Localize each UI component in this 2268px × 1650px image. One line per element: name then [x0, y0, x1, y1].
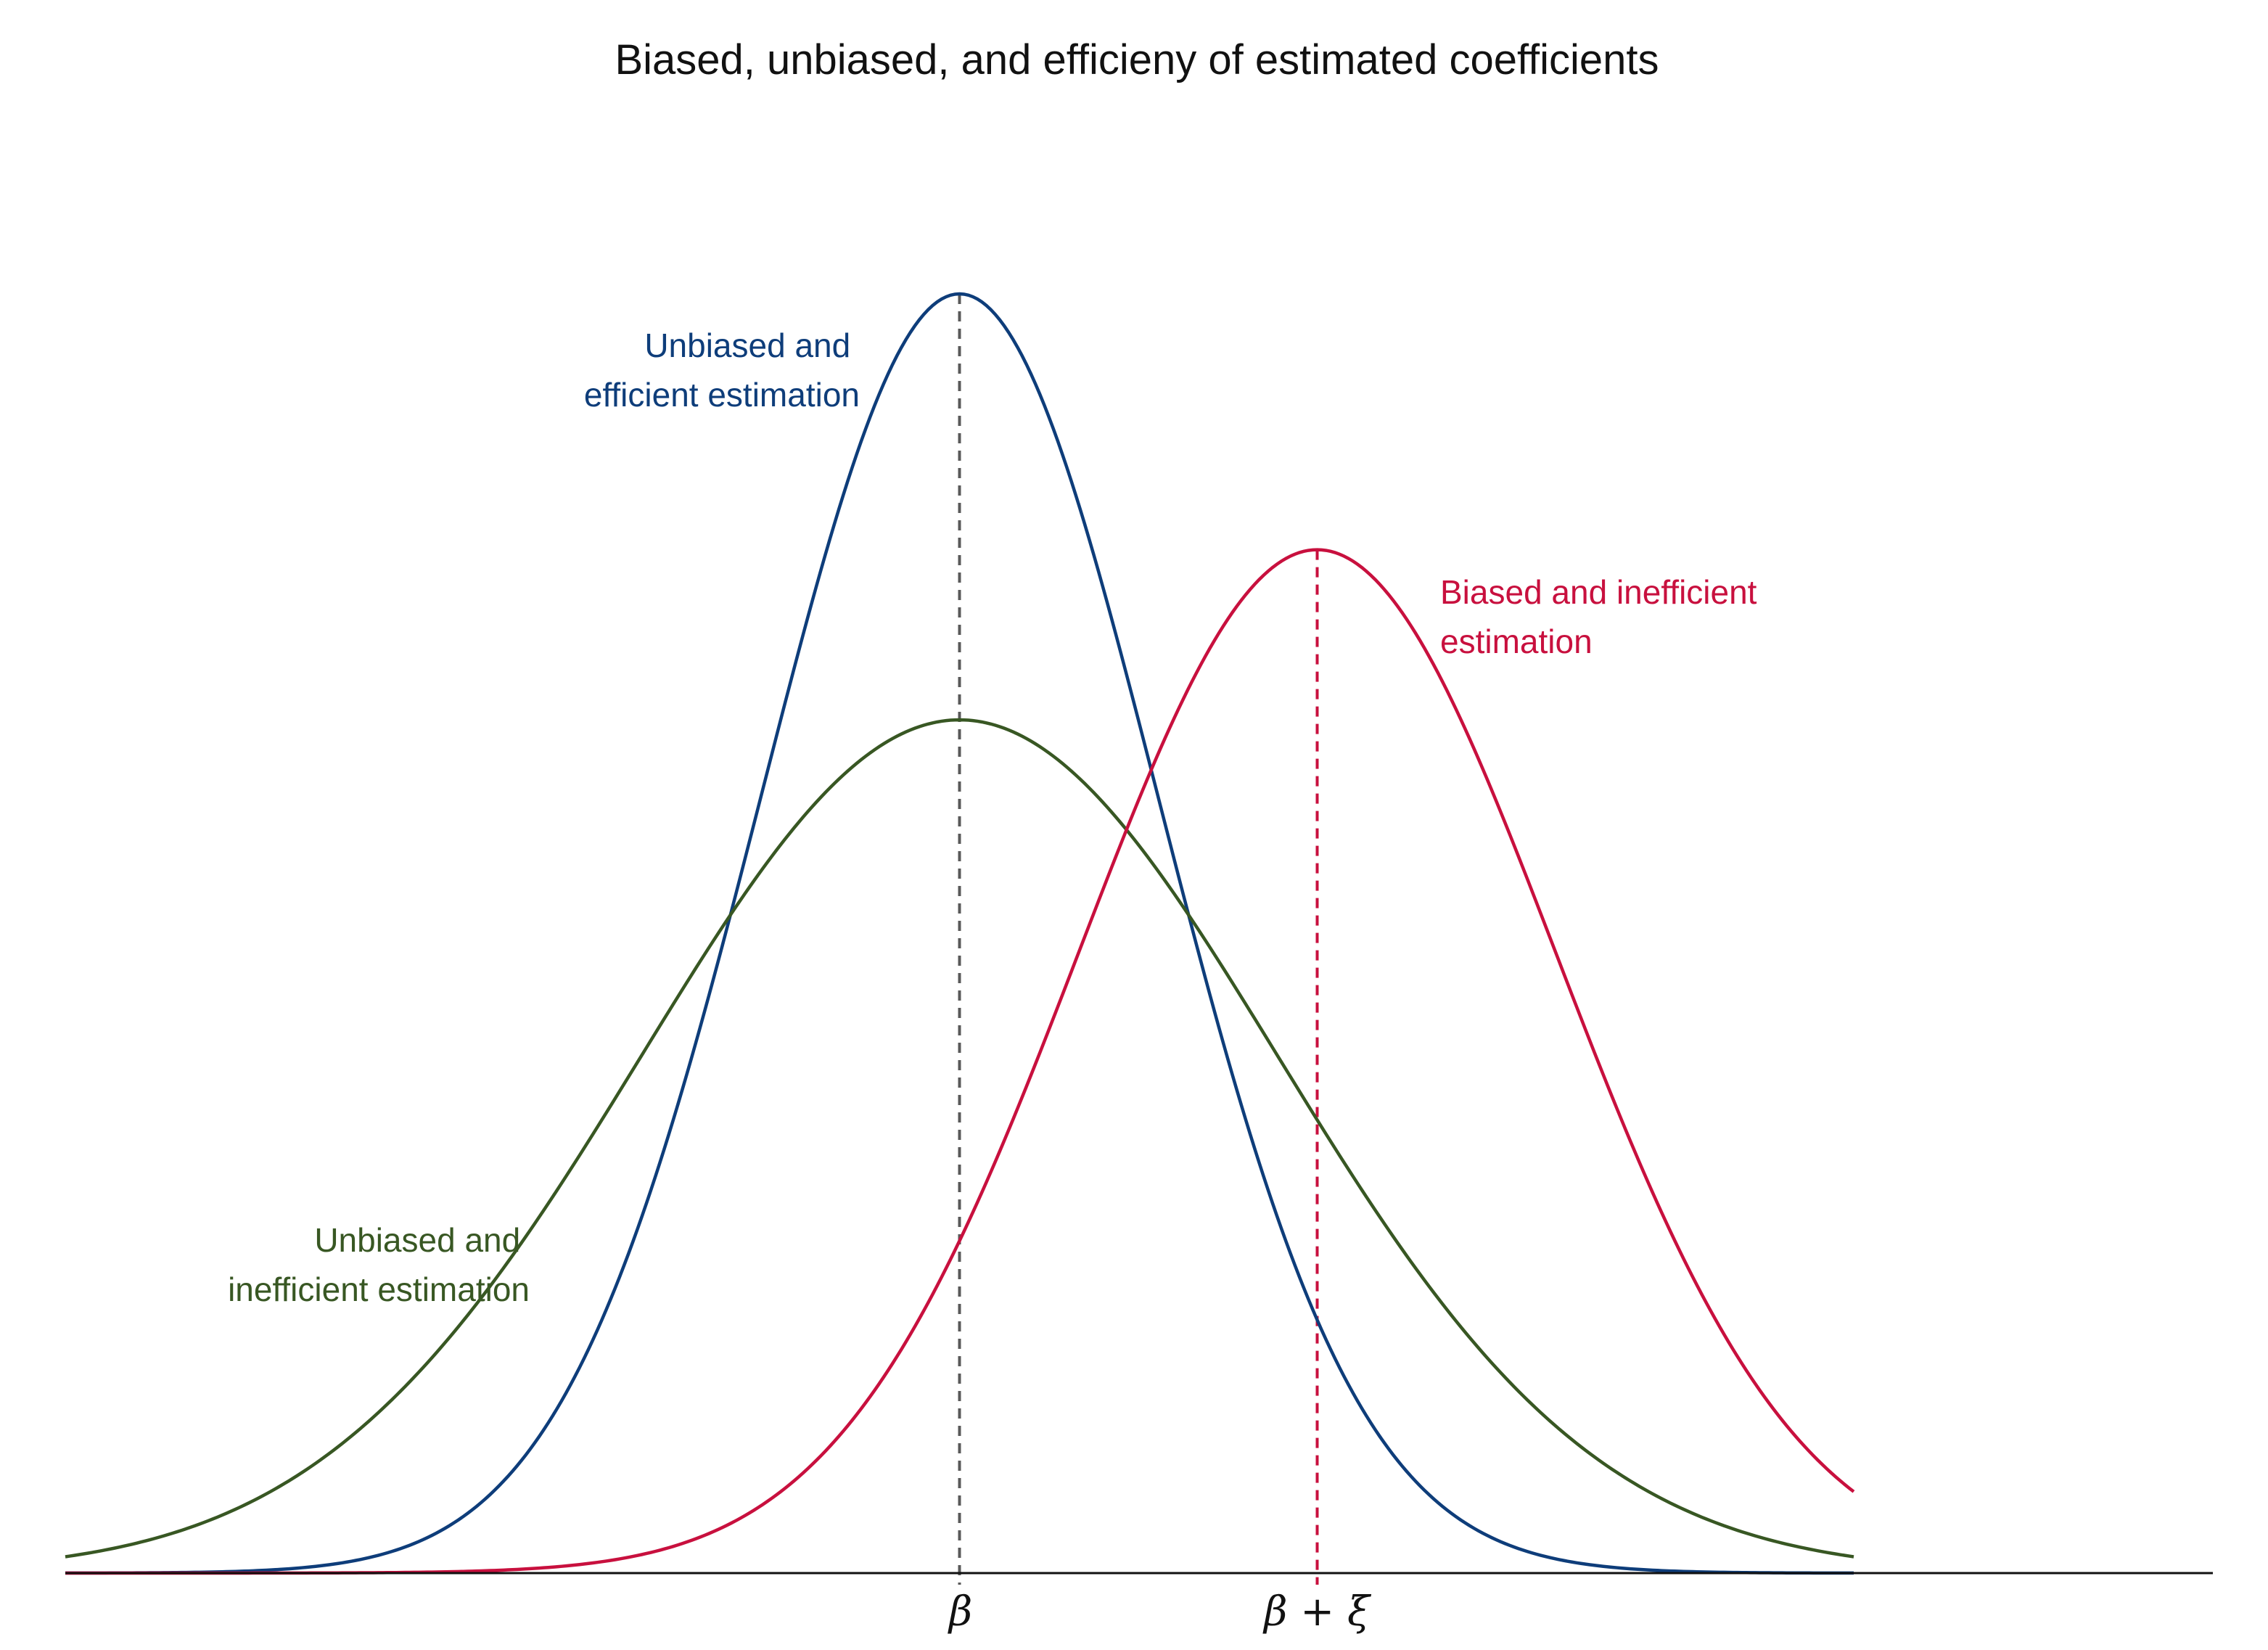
label-unbiased-inefficient-line-1: Unbiased and — [314, 1221, 520, 1259]
reference-lines — [958, 294, 1319, 1585]
tick-label-beta-plus-xi: β + ξ — [1262, 1588, 1372, 1635]
label-biased-inefficient-line-2: estimation — [1440, 623, 1593, 660]
curve-unbiased-efficient — [65, 292, 1854, 1575]
label-unbiased-inefficient: Unbiased and inefficient estimation — [228, 1221, 530, 1308]
label-unbiased-efficient: Unbiased and efficient estimation — [584, 327, 860, 414]
label-biased-inefficient-line-1: Biased and inefficient — [1440, 573, 1757, 611]
label-unbiased-efficient-line-2: efficient estimation — [584, 376, 860, 414]
chart-title: Biased, unbiased, and efficieny of estim… — [615, 36, 1659, 83]
label-biased-inefficient: Biased and inefficient estimation — [1440, 573, 1766, 660]
label-unbiased-inefficient-line-2: inefficient estimation — [228, 1271, 530, 1308]
curve-unbiased-inefficient — [65, 718, 1854, 1559]
label-unbiased-efficient-line-1: Unbiased and — [644, 327, 850, 364]
tick-label-beta: β — [948, 1588, 972, 1635]
